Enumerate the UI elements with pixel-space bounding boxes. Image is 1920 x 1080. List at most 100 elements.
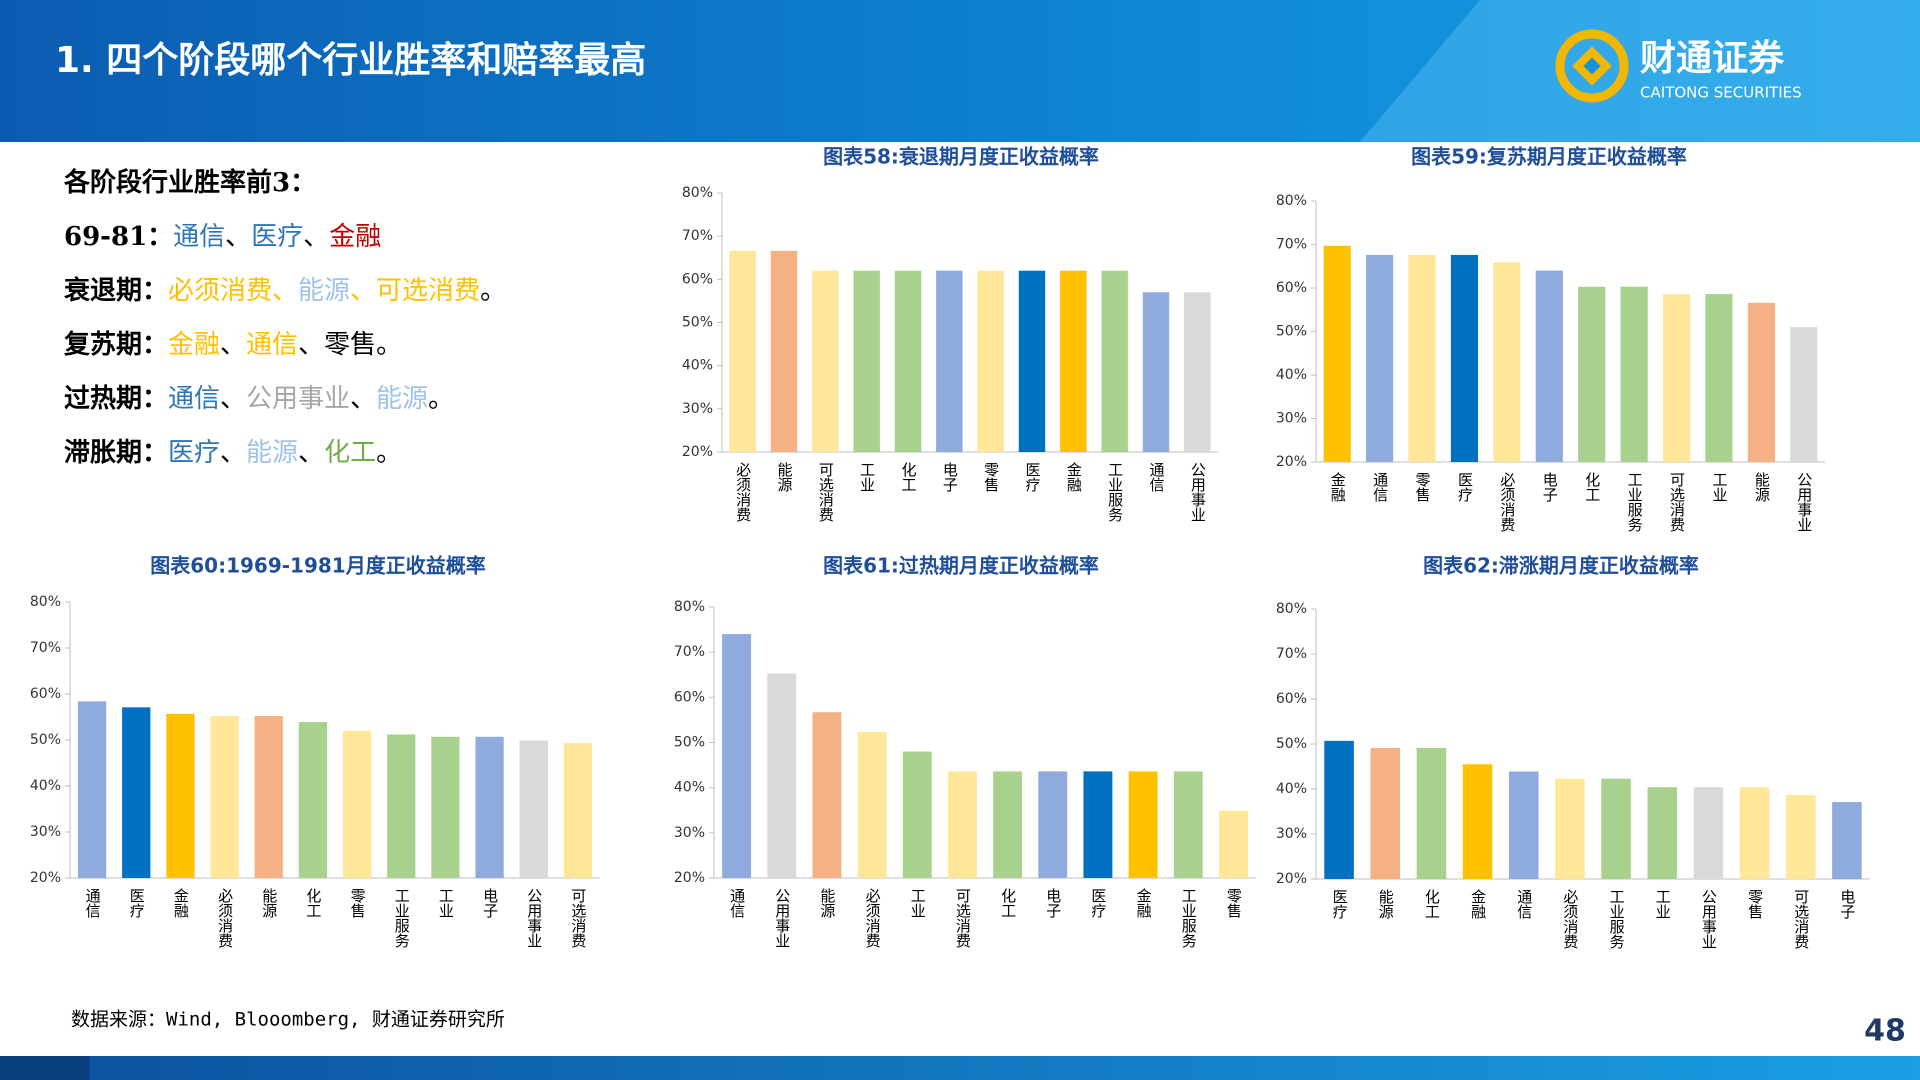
y-tick-label: 70% (1276, 237, 1307, 253)
summary-line: 69-81：通信、医疗、金融 (64, 210, 506, 264)
summary-line: 复苏期：金融、通信、零售。 (64, 318, 506, 372)
y-tick-label: 70% (674, 644, 705, 660)
bar (1060, 270, 1087, 452)
x-tick-label: 零售 (1225, 888, 1243, 918)
chart-title: 图表60:1969-1981月度正收益概率 (150, 554, 485, 578)
y-tick-label: 40% (674, 780, 705, 796)
x-tick-label: 零售 (1746, 889, 1764, 919)
industry-text: 能源 (298, 276, 351, 306)
bar (894, 270, 922, 452)
x-tick-label: 金融 (1329, 472, 1347, 502)
x-tick-label: 必须消费 (734, 462, 752, 522)
x-tick-label: 能源 (1377, 889, 1395, 919)
bar (387, 734, 416, 878)
industry-text: 必须消费、 (168, 276, 299, 306)
industry-text: 、 (303, 222, 330, 252)
bar (1601, 778, 1631, 879)
y-tick-label: 20% (682, 444, 713, 460)
footer-accent (0, 1056, 90, 1080)
x-tick-label: 医疗 (128, 888, 146, 919)
x-tick-label: 电子 (941, 462, 959, 492)
bar (1647, 787, 1678, 879)
summary-line: 滞胀期：医疗、能源、化工。 (64, 426, 506, 480)
x-tick-label: 工业 (437, 888, 455, 918)
bar (1462, 764, 1493, 879)
bar (1038, 771, 1068, 878)
x-tick-label: 通信 (1515, 889, 1533, 919)
x-tick-label: 必须消费 (1498, 472, 1516, 532)
bar (1370, 748, 1401, 879)
bar (475, 736, 504, 878)
bar (1693, 787, 1724, 879)
x-tick-label: 可选消费 (1792, 889, 1810, 949)
y-tick-label: 80% (682, 185, 713, 201)
bar (1408, 254, 1436, 462)
y-tick-label: 60% (1276, 691, 1307, 707)
source-note: 数据来源：Wind, Blooomberg, 财通证券研究所 (71, 1009, 505, 1031)
industry-text: 公用事业 (246, 384, 351, 414)
industry-text: 、 (220, 438, 247, 468)
bar (770, 250, 798, 452)
bar (298, 722, 328, 878)
x-tick-label: 零售 (1414, 472, 1432, 502)
x-tick-label: 公用事业 (1700, 889, 1718, 949)
x-tick-label: 必须消费 (216, 888, 234, 948)
x-tick-label: 化工 (900, 462, 918, 492)
bar (1832, 802, 1862, 879)
bar (1555, 778, 1585, 879)
bar (1324, 740, 1354, 879)
x-tick-label: 公用事业 (525, 888, 543, 948)
industry-text: 能源 (376, 384, 429, 414)
industry-text: 、零售。 (298, 330, 403, 360)
x-tick-label: 能源 (818, 888, 836, 918)
bar (1785, 794, 1816, 879)
bar (1705, 294, 1733, 462)
industry-text: 化工 (324, 438, 377, 468)
y-tick-label: 30% (682, 401, 713, 417)
y-tick-label: 20% (674, 870, 705, 886)
x-tick-label: 工业 (858, 462, 876, 492)
x-tick-label: 电子 (1044, 888, 1062, 918)
x-tick-label: 必须消费 (864, 888, 882, 948)
y-tick-label: 40% (1276, 367, 1307, 383)
bar (1493, 262, 1521, 462)
x-tick-label: 工业服务 (1608, 889, 1626, 950)
x-tick-label: 通信 (728, 888, 746, 918)
y-tick-label: 50% (30, 732, 61, 748)
summary-line: 过热期：通信、公用事业、能源。 (64, 372, 506, 426)
x-tick-label: 通信 (1148, 462, 1166, 492)
bar (1747, 302, 1775, 462)
bar (1578, 286, 1606, 462)
y-tick-label: 50% (1276, 736, 1307, 752)
bar (77, 701, 107, 878)
y-tick-label: 50% (1276, 324, 1307, 340)
page-title: 1. 四个阶段哪个行业胜率和赔率最高 (55, 40, 646, 81)
summary-line: 衰退期：必须消费、能源、可选消费。 (64, 264, 506, 318)
bar (166, 713, 195, 878)
footer-bar (0, 1056, 1920, 1080)
y-tick-label: 50% (674, 735, 705, 751)
x-tick-label: 公用事业 (1189, 462, 1207, 522)
bar (563, 743, 593, 878)
x-tick-label: 电子 (481, 888, 499, 918)
industry-text: 、 (220, 384, 247, 414)
bar (210, 716, 239, 878)
industry-text: 医疗 (251, 222, 304, 252)
summary: 各阶段行业胜率前3： 69-81：通信、医疗、金融 衰退期：必须消费、能源、可选消费… (64, 156, 506, 480)
x-tick-label: 能源 (776, 462, 794, 492)
industry-text: 通信 (173, 222, 226, 252)
stage-label: 滞胀期： (64, 438, 169, 468)
x-tick-label: 化工 (304, 888, 322, 918)
industry-text: 通信 (246, 330, 299, 360)
bar (1366, 254, 1394, 462)
bar (853, 270, 880, 452)
x-tick-label: 零售 (982, 462, 1000, 492)
header-accent (1360, 0, 1920, 142)
x-tick-label: 通信 (84, 888, 102, 918)
industry-text: 、 (225, 222, 252, 252)
logo-english: CAITONG SECURITIES (1640, 84, 1802, 102)
stage-label: 复苏期： (64, 330, 169, 360)
bar (1662, 294, 1691, 462)
